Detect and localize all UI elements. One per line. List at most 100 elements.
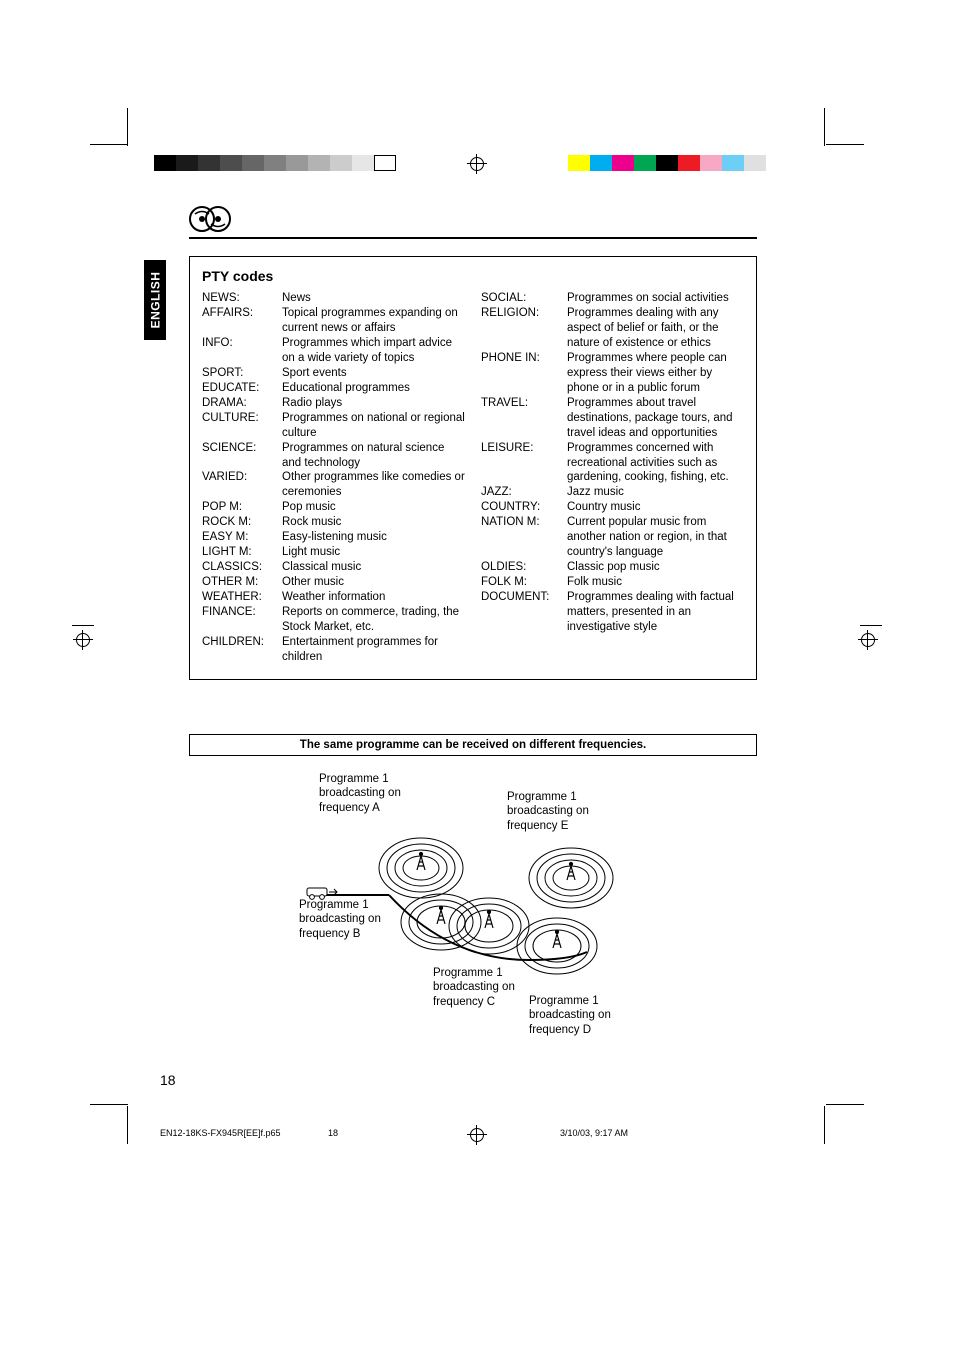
- crop-mark: [860, 625, 882, 626]
- color-swatch: [612, 155, 634, 171]
- pty-row: CULTURE:Programmes on national or region…: [202, 411, 465, 441]
- pty-code-desc: Pop music: [282, 500, 465, 515]
- frequency-diagram: Programme 1broadcasting onfrequency A Pr…: [189, 760, 757, 1060]
- pty-code-desc: Topical programmes expanding on current …: [282, 306, 465, 336]
- color-swatch: [722, 155, 744, 171]
- footer-date: 3/10/03, 9:17 AM: [560, 1128, 800, 1138]
- diagram-label-c: Programme 1broadcasting onfrequency C: [433, 966, 515, 1009]
- color-swatch: [154, 155, 176, 171]
- pty-code-desc: Jazz music: [567, 485, 744, 500]
- pty-code-label: SOCIAL:: [481, 291, 567, 306]
- footer-file: EN12-18KS-FX945R[EE]f.p65: [160, 1128, 328, 1138]
- pty-row: SCIENCE:Programmes on natural science an…: [202, 441, 465, 471]
- pty-row: NEWS:News: [202, 291, 465, 306]
- pty-row: FOLK M:Folk music: [481, 575, 744, 590]
- pty-code-label: VARIED:: [202, 470, 282, 500]
- pty-row: TRAVEL:Programmes about travel destinati…: [481, 396, 744, 441]
- pty-code-label: CULTURE:: [202, 411, 282, 441]
- color-swatch: [330, 155, 352, 171]
- color-swatch: [308, 155, 330, 171]
- pty-code-label: WEATHER:: [202, 590, 282, 605]
- pty-code-desc: Sport events: [282, 366, 465, 381]
- crop-mark: [72, 625, 94, 626]
- color-bar-left: [154, 155, 396, 171]
- color-swatch: [286, 155, 308, 171]
- color-swatch: [656, 155, 678, 171]
- pty-code-label: CHILDREN:: [202, 635, 282, 665]
- pty-code-label: INFO:: [202, 336, 282, 366]
- pty-code-label: OTHER M:: [202, 575, 282, 590]
- pty-code-label: LIGHT M:: [202, 545, 282, 560]
- color-swatch: [264, 155, 286, 171]
- pty-code-label: ROCK M:: [202, 515, 282, 530]
- footer-page: 18: [328, 1128, 560, 1138]
- pty-row: OLDIES:Classic pop music: [481, 560, 744, 575]
- pty-row: RELIGION:Programmes dealing with any asp…: [481, 306, 744, 351]
- pty-code-desc: Programmes concerned with recreational a…: [567, 441, 744, 486]
- color-swatch: [568, 155, 590, 171]
- pty-row: DOCUMENT:Programmes dealing with factual…: [481, 590, 744, 635]
- color-swatch: [220, 155, 242, 171]
- pty-code-desc: Programmes about travel destinations, pa…: [567, 396, 744, 441]
- pty-code-label: TRAVEL:: [481, 396, 567, 441]
- frequency-caption: The same programme can be received on di…: [300, 739, 646, 751]
- pty-row: ROCK M:Rock music: [202, 515, 465, 530]
- pty-code-desc: Rock music: [282, 515, 465, 530]
- pty-code-label: POP M:: [202, 500, 282, 515]
- crop-mark: [90, 1104, 128, 1105]
- pty-code-desc: Programmes on national or regional cultu…: [282, 411, 465, 441]
- page-number: 18: [160, 1072, 176, 1088]
- pty-code-label: NATION M:: [481, 515, 567, 560]
- pty-row: AFFAIRS:Topical programmes expanding on …: [202, 306, 465, 336]
- pty-code-label: RELIGION:: [481, 306, 567, 351]
- pty-row: JAZZ:Jazz music: [481, 485, 744, 500]
- pty-code-desc: Other music: [282, 575, 465, 590]
- pty-code-label: FOLK M:: [481, 575, 567, 590]
- pty-code-label: NEWS:: [202, 291, 282, 306]
- pty-row: LEISURE:Programmes concerned with recrea…: [481, 441, 744, 486]
- pty-code-desc: Programmes on natural science and techno…: [282, 441, 465, 471]
- pty-code-label: CLASSICS:: [202, 560, 282, 575]
- color-swatch: [546, 155, 568, 171]
- disc-icon: [189, 206, 231, 232]
- pty-row: POP M:Pop music: [202, 500, 465, 515]
- pty-code-label: FINANCE:: [202, 605, 282, 635]
- crop-mark: [826, 144, 864, 145]
- header-rule: [189, 237, 757, 239]
- pty-code-label: EDUCATE:: [202, 381, 282, 396]
- color-bar-right: [546, 155, 766, 171]
- pty-code-desc: Reports on commerce, trading, the Stock …: [282, 605, 465, 635]
- language-label: ENGLISH: [148, 272, 162, 329]
- pty-code-desc: Weather information: [282, 590, 465, 605]
- pty-row: EASY M:Easy-listening music: [202, 530, 465, 545]
- color-swatch: [198, 155, 220, 171]
- footer: EN12-18KS-FX945R[EE]f.p65 18 3/10/03, 9:…: [160, 1128, 800, 1138]
- color-swatch: [590, 155, 612, 171]
- pty-code-desc: Programmes on social activities: [567, 291, 744, 306]
- pty-code-label: LEISURE:: [481, 441, 567, 486]
- pty-code-label: OLDIES:: [481, 560, 567, 575]
- section-title: PTY codes: [202, 267, 744, 285]
- color-swatch: [678, 155, 700, 171]
- pty-row: NATION M:Current popular music from anot…: [481, 515, 744, 560]
- crop-mark: [127, 108, 128, 146]
- crop-mark: [824, 1106, 825, 1144]
- pty-codes-box: PTY codes NEWS:NewsAFFAIRS:Topical progr…: [189, 256, 757, 680]
- color-swatch: [634, 155, 656, 171]
- pty-code-label: SCIENCE:: [202, 441, 282, 471]
- pty-row: CHILDREN:Entertainment programmes for ch…: [202, 635, 465, 665]
- diagram-svg: [189, 760, 757, 1060]
- pty-code-desc: Programmes where people can express thei…: [567, 351, 744, 396]
- pty-row: WEATHER:Weather information: [202, 590, 465, 605]
- pty-code-label: PHONE IN:: [481, 351, 567, 396]
- pty-column-left: NEWS:NewsAFFAIRS:Topical programmes expa…: [202, 291, 465, 664]
- color-swatch: [374, 155, 396, 171]
- pty-code-desc: Programmes which impart advice on a wide…: [282, 336, 465, 366]
- diagram-label-e: Programme 1broadcasting onfrequency E: [507, 790, 589, 833]
- pty-row: EDUCATE:Educational programmes: [202, 381, 465, 396]
- pty-code-desc: Other programmes like comedies or ceremo…: [282, 470, 465, 500]
- pty-row: DRAMA:Radio plays: [202, 396, 465, 411]
- color-swatch: [176, 155, 198, 171]
- pty-code-desc: Programmes dealing with any aspect of be…: [567, 306, 744, 351]
- pty-row: CLASSICS:Classical music: [202, 560, 465, 575]
